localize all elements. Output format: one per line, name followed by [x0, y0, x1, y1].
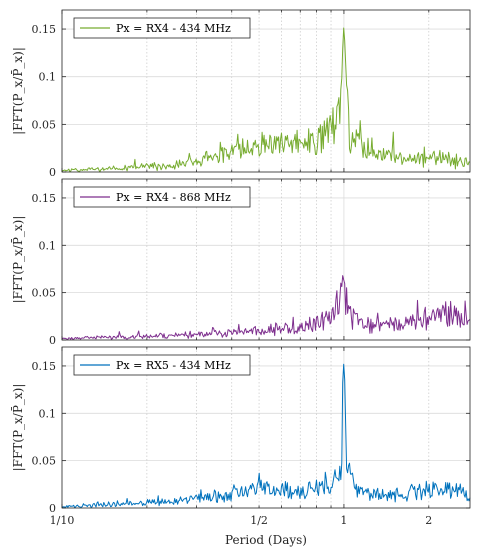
x-tick-label: 1/2 — [250, 514, 268, 527]
x-tick-label: 1 — [340, 514, 347, 527]
x-tick-label: 2 — [425, 514, 432, 527]
legend-1: Px = RX4 - 434 MHz — [73, 17, 251, 39]
legend-3: Px = RX5 - 434 MHz — [73, 354, 251, 376]
y-tick-label: 0.05 — [32, 287, 57, 300]
axes-frame — [61, 346, 471, 509]
legend-2: Px = RX4 - 868 MHz — [73, 186, 251, 208]
y-tick-label: 0 — [49, 334, 56, 347]
x-axis-label: Period (Days) — [225, 533, 307, 547]
series-line-2 — [61, 275, 471, 340]
y-tick-label: 0.05 — [32, 455, 57, 468]
legend-box — [73, 186, 251, 208]
y-tick-label: 0.1 — [39, 239, 57, 252]
chart-panel-1: Px = RX4 - 434 MHz 0 0.05 0.1 0.15 |FFT(P_x/P… — [10, 9, 471, 179]
legend-box — [73, 354, 251, 376]
y-axis-label: |FFT(P_x/P̄_x)| — [10, 216, 25, 304]
legend-label: Px = RX4 - 434 MHz — [116, 22, 231, 35]
legend-box — [73, 17, 251, 39]
y-tick-label: 0.15 — [32, 192, 57, 205]
y-tick-label: 0 — [49, 502, 56, 515]
y-tick-label: 0.15 — [32, 360, 57, 373]
y-tick-label: 0.05 — [32, 118, 57, 131]
chart-panel-2: Px = RX4 - 868 MHz 0 0.05 0.1 0.15 |FFT(P_x/P… — [10, 178, 471, 347]
y-axis-label: |FFT(P_x/P̄_x)| — [10, 47, 25, 135]
x-tick-label: 1/10 — [50, 514, 75, 527]
legend-label: Px = RX4 - 868 MHz — [116, 191, 231, 204]
legend-label: Px = RX5 - 434 MHz — [116, 359, 231, 372]
axes-frame — [61, 178, 471, 341]
axes-frame — [61, 9, 471, 173]
series-line-1 — [61, 27, 471, 173]
chart-panel-3: Px = RX5 - 434 MHz 0 0.05 0.1 0.15 |FFT(P_x/P… — [10, 346, 471, 547]
y-tick-label: 0.15 — [32, 23, 57, 36]
y-axis-label: |FFT(P_x/P̄_x)| — [10, 384, 25, 472]
y-tick-label: 0.1 — [39, 71, 57, 84]
y-tick-label: 0.1 — [39, 407, 57, 420]
series-line-3 — [61, 363, 471, 508]
y-tick-label: 0 — [49, 166, 56, 179]
